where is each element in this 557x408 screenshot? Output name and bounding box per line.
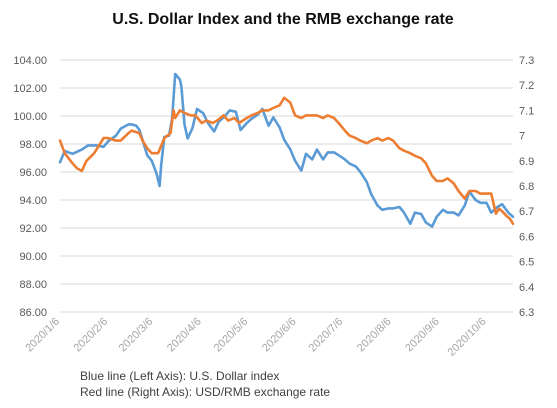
chart-title: U.S. Dollar Index and the RMB exchange r…: [112, 11, 454, 28]
left-axis-tick-label: 92.00: [19, 223, 47, 235]
left-axis-tick-label: 104.00: [13, 55, 47, 67]
series-layer: [58, 72, 515, 228]
right-axis-tick-label: 6.8: [519, 181, 534, 193]
right-axis: 6.3 6.4 6.5 6.6 6.7 6.8 6.9 7 7.1 7.2 7.3: [519, 55, 534, 319]
note-blue-line: Blue line (Left Axis): U.S. Dollar index: [80, 369, 279, 383]
gridlines: [60, 59, 513, 313]
left-axis-tick-label: 98.00: [19, 139, 47, 151]
left-axis-tick-label: 88.00: [19, 279, 47, 291]
right-axis-tick-label: 6.3: [519, 307, 534, 319]
left-axis-tick-label: 90.00: [19, 251, 47, 263]
left-axis-tick-label: 100.00: [13, 111, 47, 123]
usd-rmb-line: [58, 96, 515, 226]
right-axis-tick-label: 6.5: [519, 257, 534, 269]
left-axis-tick-label: 96.00: [19, 167, 47, 179]
note-red-line: Red line (Right Axis): USD/RMB exchange …: [80, 385, 330, 399]
right-axis-tick-label: 7: [519, 131, 525, 143]
right-axis-tick-label: 7.3: [519, 55, 534, 67]
right-axis-tick-label: 6.7: [519, 206, 534, 218]
left-axis: 86.00 88.00 90.00 92.00 94.00 96.00 98.00 100.0…: [13, 55, 47, 319]
dollar-index-line: [58, 72, 515, 228]
left-axis-tick-label: 86.00: [19, 307, 47, 319]
right-axis-tick-label: 6.6: [519, 231, 534, 243]
left-axis-tick-label: 94.00: [19, 195, 47, 207]
right-axis-tick-label: 6.4: [519, 282, 534, 294]
right-axis-tick-label: 6.9: [519, 156, 534, 168]
right-axis-tick-label: 7.1: [519, 105, 534, 117]
right-axis-tick-label: 7.2: [519, 80, 534, 92]
left-axis-tick-label: 102.00: [13, 83, 47, 95]
